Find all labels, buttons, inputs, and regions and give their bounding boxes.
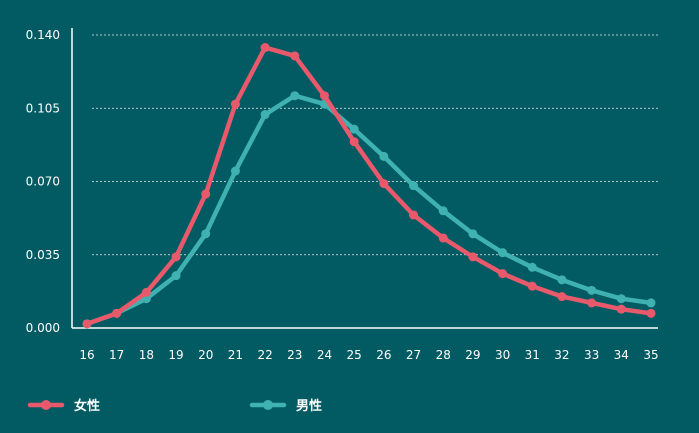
x-tick-label: 30 — [495, 348, 510, 362]
grid-lines — [92, 34, 658, 256]
data-point — [141, 287, 151, 297]
data-point — [557, 275, 567, 285]
data-point — [82, 319, 92, 329]
series-line — [84, 93, 654, 327]
y-tick-label: 0.070 — [26, 175, 60, 189]
series-female — [82, 43, 656, 329]
x-tick-label: 26 — [376, 348, 391, 362]
x-tick-label: 29 — [465, 348, 480, 362]
data-point — [112, 308, 122, 318]
data-point — [587, 298, 597, 308]
y-tick-label: 0.000 — [26, 321, 60, 335]
x-tick-label: 25 — [347, 348, 362, 362]
x-tick-label: 32 — [554, 348, 569, 362]
data-point — [260, 110, 270, 120]
data-point — [290, 51, 300, 61]
data-point — [290, 91, 300, 101]
series-line — [84, 45, 654, 327]
legend: 女性 男性 — [27, 398, 322, 414]
data-point — [260, 43, 270, 53]
data-point — [498, 269, 508, 279]
data-point — [349, 137, 359, 147]
data-point — [438, 233, 448, 243]
data-point — [409, 181, 419, 191]
data-point — [587, 285, 597, 295]
x-tick-label: 28 — [436, 348, 451, 362]
x-axis-ticks: 16 17 18 19 20 21 22 23 24 25 26 27 28 29 30 31 32 33 34 35 — [79, 348, 658, 362]
data-point — [171, 252, 181, 262]
legend-label: 男性 — [296, 398, 322, 414]
legend-entry-male: 男性 — [249, 398, 322, 414]
data-point — [616, 294, 626, 304]
y-tick-label: 0.140 — [26, 28, 60, 42]
series-male — [82, 91, 656, 329]
data-point — [230, 166, 240, 176]
legend-swatch-marker — [41, 400, 51, 410]
legend-entry-female: 女性 — [27, 398, 100, 414]
x-tick-label: 21 — [228, 348, 243, 362]
y-tick-label: 0.105 — [26, 101, 60, 115]
data-point — [379, 179, 389, 189]
data-point — [230, 99, 240, 109]
y-tick-label: 0.035 — [26, 248, 60, 262]
x-tick-label: 17 — [109, 348, 124, 362]
data-point — [171, 271, 181, 281]
x-tick-label: 16 — [79, 348, 94, 362]
data-point — [498, 248, 508, 258]
data-point — [527, 281, 537, 291]
legend-label: 女性 — [74, 398, 100, 414]
data-point — [349, 124, 359, 134]
y-axis-ticks: 0.000 0.035 0.070 0.105 0.140 — [26, 28, 60, 335]
x-tick-label: 18 — [139, 348, 154, 362]
data-point — [409, 210, 419, 220]
x-tick-label: 33 — [584, 348, 599, 362]
data-point — [319, 91, 329, 101]
legend-swatch-marker — [263, 400, 273, 410]
x-tick-label: 27 — [406, 348, 421, 362]
data-point — [201, 229, 211, 239]
x-tick-label: 22 — [257, 348, 272, 362]
data-point — [646, 308, 656, 318]
series-group — [82, 43, 656, 329]
data-point — [616, 304, 626, 314]
x-tick-label: 31 — [525, 348, 540, 362]
data-point — [468, 252, 478, 262]
x-tick-label: 23 — [287, 348, 302, 362]
data-point — [468, 229, 478, 239]
data-point — [557, 292, 567, 302]
data-point — [379, 151, 389, 161]
x-tick-label: 24 — [317, 348, 332, 362]
axes — [71, 28, 658, 329]
data-point — [201, 189, 211, 199]
x-tick-label: 19 — [168, 348, 183, 362]
data-point — [646, 298, 656, 308]
x-tick-label: 34 — [614, 348, 629, 362]
data-point — [438, 206, 448, 216]
x-tick-label: 35 — [643, 348, 658, 362]
data-point — [527, 262, 537, 272]
x-tick-label: 20 — [198, 348, 213, 362]
